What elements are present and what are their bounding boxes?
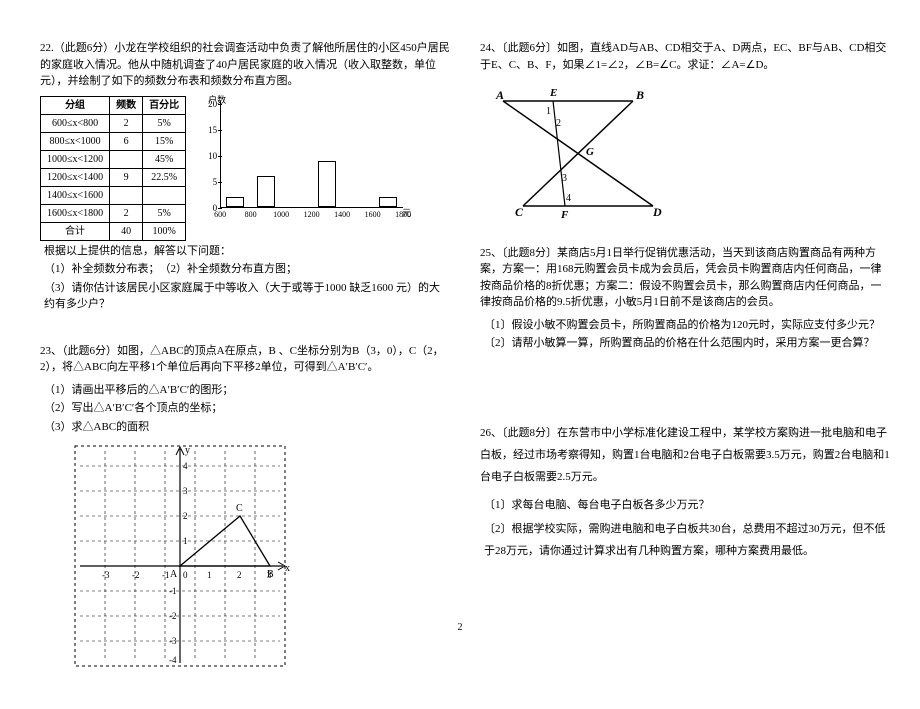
cell: 5% xyxy=(143,114,186,132)
svg-text:-1: -1 xyxy=(162,570,170,580)
svg-text:-4: -4 xyxy=(169,655,177,665)
cell: 2 xyxy=(110,204,143,222)
p26-title: 26、〔此题8分〕在东营市中小学标准化建设工程中，某学校方案购进一批电脑和电子白… xyxy=(480,422,890,488)
svg-text:3: 3 xyxy=(183,486,188,496)
cell: 40 xyxy=(110,222,143,240)
bar-chart: 户数元0510152060080010001200140016001800 xyxy=(198,96,408,226)
lbl-C: C xyxy=(515,205,524,219)
cell: 9 xyxy=(110,168,143,186)
cell: 1000≤x<1200 xyxy=(41,150,110,168)
th-pct: 百分比 xyxy=(143,96,186,114)
cell: 1600≤x<1800 xyxy=(41,204,110,222)
svg-text:0: 0 xyxy=(183,570,188,580)
cell: 1200≤x<1400 xyxy=(41,168,110,186)
problem-24: 24、〔此题6分〕如图，直线AD与AB、CD相交于A、D两点，EC、BF与AB、… xyxy=(480,40,890,227)
y-axis-label: y xyxy=(185,445,190,456)
lbl-A: A xyxy=(495,88,504,102)
cell: 5% xyxy=(143,204,186,222)
svg-text:2: 2 xyxy=(183,511,188,521)
p26-q1: 〔1〕求每台电脑、每台电子白板各多少万元？ xyxy=(484,494,890,516)
problem-23: 23、（此题6分）如图，△ABC的顶点A在原点，B 、C坐标分别为B（3，0），… xyxy=(40,343,450,672)
svg-text:3: 3 xyxy=(267,570,272,580)
p25-title: 25、〔此题8分〕某商店5月1日举行促销优惠活动，当天到该商店购置商品有两种方案… xyxy=(480,245,890,311)
svg-text:-2: -2 xyxy=(132,570,140,580)
angle-4: 4 xyxy=(566,193,571,204)
cell: 15% xyxy=(143,132,186,150)
svg-text:-3: -3 xyxy=(169,636,177,646)
lbl-E: E xyxy=(549,87,557,99)
p24-title: 24、〔此题6分〕如图，直线AD与AB、CD相交于A、D两点，EC、BF与AB、… xyxy=(480,40,890,73)
cell: 1400≤x<1600 xyxy=(41,186,110,204)
problem-25: 25、〔此题8分〕某商店5月1日举行促销优惠活动，当天到该商店购置商品有两种方案… xyxy=(480,245,890,352)
p22-q1: （1）补全频数分布表； （2）补全频数分布直方图； xyxy=(44,261,450,278)
p22-title: 22.（此题6分）小龙在学校组织的社会调查活动中负责了解他所居住的小区450户居… xyxy=(40,40,450,90)
angle-1: 1 xyxy=(546,106,551,117)
p22-q3: （3）请你估计该居民小区家庭属于中等收入（大于或等于1000 缺乏1600 元）… xyxy=(44,280,450,313)
svg-text:1: 1 xyxy=(183,536,188,546)
svg-text:-2: -2 xyxy=(169,611,177,621)
cell: 22.5% xyxy=(143,168,186,186)
p22-hint: 根据以上提供的信息，解答以下问题： xyxy=(44,243,450,260)
p23-q3: （3）求△ABC的面积 xyxy=(44,419,450,436)
th-freq: 频数 xyxy=(110,96,143,114)
cell xyxy=(110,186,143,204)
svg-text:1: 1 xyxy=(207,570,212,580)
problem-22: 22.（此题6分）小龙在学校组织的社会调查活动中负责了解他所居住的小区450户居… xyxy=(40,40,450,313)
pt-C: C xyxy=(236,503,243,514)
p26-q2: 〔2〕根据学校实际，需购进电脑和电子白板共30台，总费用不超过30万元，但不低于… xyxy=(484,518,890,562)
cell: 合计 xyxy=(41,222,110,240)
p25-q2: 〔2〕请帮小敏算一算，所购置商品的价格在什么范围内时，采用方案一更合算？ xyxy=(484,335,890,352)
cell: 2 xyxy=(110,114,143,132)
lbl-B: B xyxy=(635,88,644,102)
cell: 6 xyxy=(110,132,143,150)
svg-text:-1: -1 xyxy=(169,586,177,596)
th-group: 分组 xyxy=(41,96,110,114)
p25-q1: 〔1〕假设小敏不购置会员卡，所购置商品的价格为120元时，实际应支付多少元？ xyxy=(484,317,890,334)
p24-figure: A B C D E F G 1 2 3 4 xyxy=(488,81,890,227)
cell: 45% xyxy=(143,150,186,168)
cell: 600≤x<800 xyxy=(41,114,110,132)
svg-text:-3: -3 xyxy=(102,570,110,580)
freq-table: 分组 频数 百分比 600≤x<80025% 800≤x<1000615% 10… xyxy=(40,96,186,241)
lbl-D: D xyxy=(652,205,662,219)
angle-3: 3 xyxy=(562,173,567,184)
lbl-G: G xyxy=(586,146,594,158)
cell: 100% xyxy=(143,222,186,240)
cell xyxy=(110,150,143,168)
cell: 800≤x<1000 xyxy=(41,132,110,150)
pt-A: A xyxy=(170,569,178,580)
angle-2: 2 xyxy=(556,118,561,129)
p23-q1: （1）请画出平移后的△A′B′C′的图形； xyxy=(44,382,450,399)
svg-text:4: 4 xyxy=(183,461,188,471)
p23-title: 23、（此题6分）如图，△ABC的顶点A在原点，B 、C坐标分别为B（3，0），… xyxy=(40,343,450,376)
x-axis-label: x xyxy=(285,563,290,574)
p23-q2: （2）写出△A′B′C′各个顶点的坐标； xyxy=(44,400,450,417)
page-number: 2 xyxy=(458,622,463,633)
cell xyxy=(143,186,186,204)
problem-26: 26、〔此题8分〕在东营市中小学标准化建设工程中，某学校方案购进一批电脑和电子白… xyxy=(480,422,890,562)
lbl-F: F xyxy=(560,209,569,221)
svg-text:2: 2 xyxy=(237,570,242,580)
